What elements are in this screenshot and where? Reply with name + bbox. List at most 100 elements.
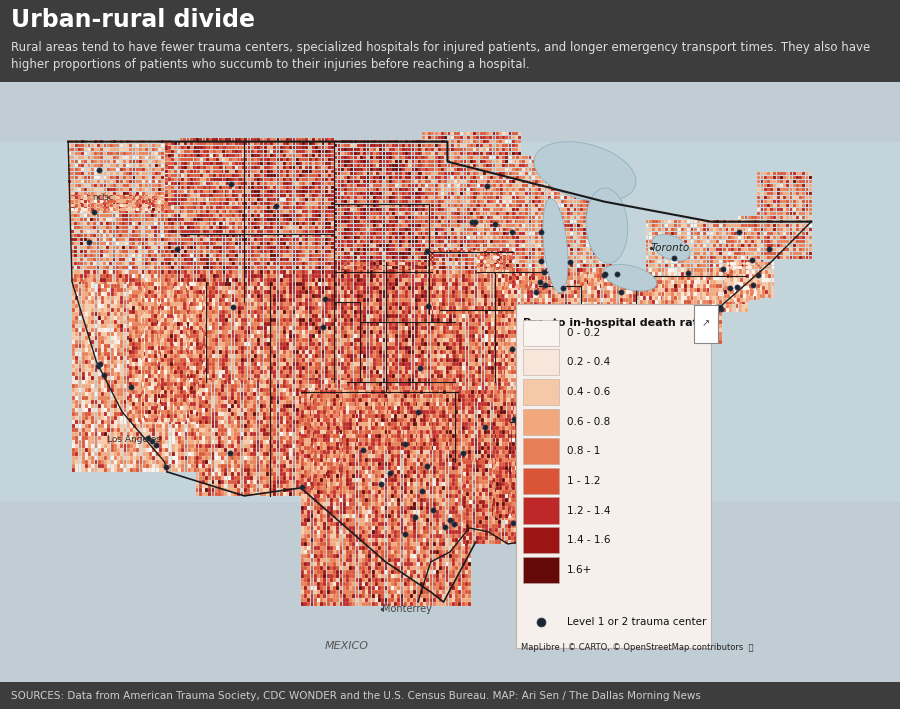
Bar — [321, 476, 324, 480]
Bar — [421, 438, 424, 442]
Bar — [734, 298, 736, 301]
Bar — [674, 248, 678, 252]
Bar — [90, 226, 93, 230]
Bar — [184, 394, 186, 398]
Bar — [609, 326, 612, 330]
Bar — [521, 536, 524, 540]
Bar — [320, 422, 323, 425]
Bar — [389, 160, 392, 163]
Bar — [175, 444, 178, 447]
Bar — [91, 204, 94, 208]
Bar — [386, 382, 389, 386]
Bar — [508, 216, 511, 220]
Bar — [276, 416, 279, 420]
Bar — [264, 334, 266, 337]
Bar — [127, 384, 130, 388]
Bar — [433, 394, 436, 398]
Bar — [143, 408, 146, 412]
Bar — [312, 142, 315, 145]
Bar — [584, 588, 587, 592]
Bar — [235, 210, 238, 213]
Bar — [537, 430, 540, 434]
Bar — [580, 298, 583, 301]
Bar — [515, 200, 518, 203]
Bar — [299, 354, 302, 357]
Bar — [604, 342, 607, 345]
Bar — [187, 146, 190, 150]
Bar — [309, 338, 311, 342]
Bar — [353, 434, 356, 437]
Bar — [110, 188, 112, 191]
Bar — [431, 310, 434, 313]
Bar — [321, 222, 324, 225]
Bar — [314, 530, 317, 534]
Bar — [518, 164, 521, 167]
Bar — [101, 148, 104, 152]
Bar — [610, 426, 613, 430]
Bar — [302, 306, 305, 310]
Bar — [501, 350, 504, 354]
Bar — [343, 470, 346, 474]
Bar — [319, 226, 321, 230]
Bar — [602, 348, 605, 352]
Bar — [454, 434, 456, 437]
Bar — [276, 484, 279, 488]
Bar — [328, 226, 331, 230]
Bar — [190, 334, 193, 337]
Bar — [645, 346, 648, 350]
Bar — [254, 166, 256, 169]
Bar — [152, 320, 156, 323]
Bar — [535, 188, 538, 191]
Bar — [399, 172, 401, 175]
Bar — [659, 402, 662, 406]
Bar — [707, 276, 710, 279]
Bar — [248, 202, 250, 206]
Bar — [180, 162, 183, 165]
Bar — [245, 290, 248, 294]
Bar — [449, 510, 452, 514]
Bar — [296, 278, 299, 281]
Bar — [117, 364, 120, 367]
Bar — [292, 158, 295, 162]
Bar — [407, 438, 410, 442]
Bar — [703, 332, 706, 335]
Bar — [328, 330, 331, 333]
Bar — [212, 456, 214, 459]
Bar — [615, 360, 617, 364]
Bar — [218, 416, 220, 420]
Bar — [444, 390, 446, 393]
Bar — [643, 284, 646, 288]
Bar — [607, 330, 610, 333]
Bar — [688, 324, 691, 328]
Bar — [283, 306, 286, 310]
Bar — [572, 494, 575, 498]
Bar — [127, 340, 130, 344]
Bar — [359, 594, 362, 598]
Bar — [581, 350, 584, 354]
Bar — [642, 516, 644, 520]
Bar — [325, 162, 328, 165]
Bar — [695, 376, 698, 379]
Bar — [665, 308, 669, 311]
Bar — [310, 558, 313, 562]
Bar — [584, 336, 587, 340]
Bar — [216, 186, 219, 189]
Bar — [188, 308, 191, 311]
Bar — [477, 252, 480, 255]
Bar — [205, 432, 208, 435]
Bar — [304, 426, 307, 430]
Bar — [665, 332, 669, 335]
Bar — [76, 464, 78, 468]
Bar — [669, 312, 671, 316]
Bar — [467, 208, 470, 211]
Bar — [600, 388, 603, 391]
Bar — [310, 478, 313, 481]
Bar — [360, 140, 363, 143]
Bar — [628, 426, 631, 430]
Bar — [659, 410, 662, 413]
Bar — [666, 356, 669, 359]
Bar — [315, 158, 318, 162]
Bar — [286, 338, 289, 342]
Bar — [235, 362, 238, 366]
Bar — [389, 248, 392, 252]
